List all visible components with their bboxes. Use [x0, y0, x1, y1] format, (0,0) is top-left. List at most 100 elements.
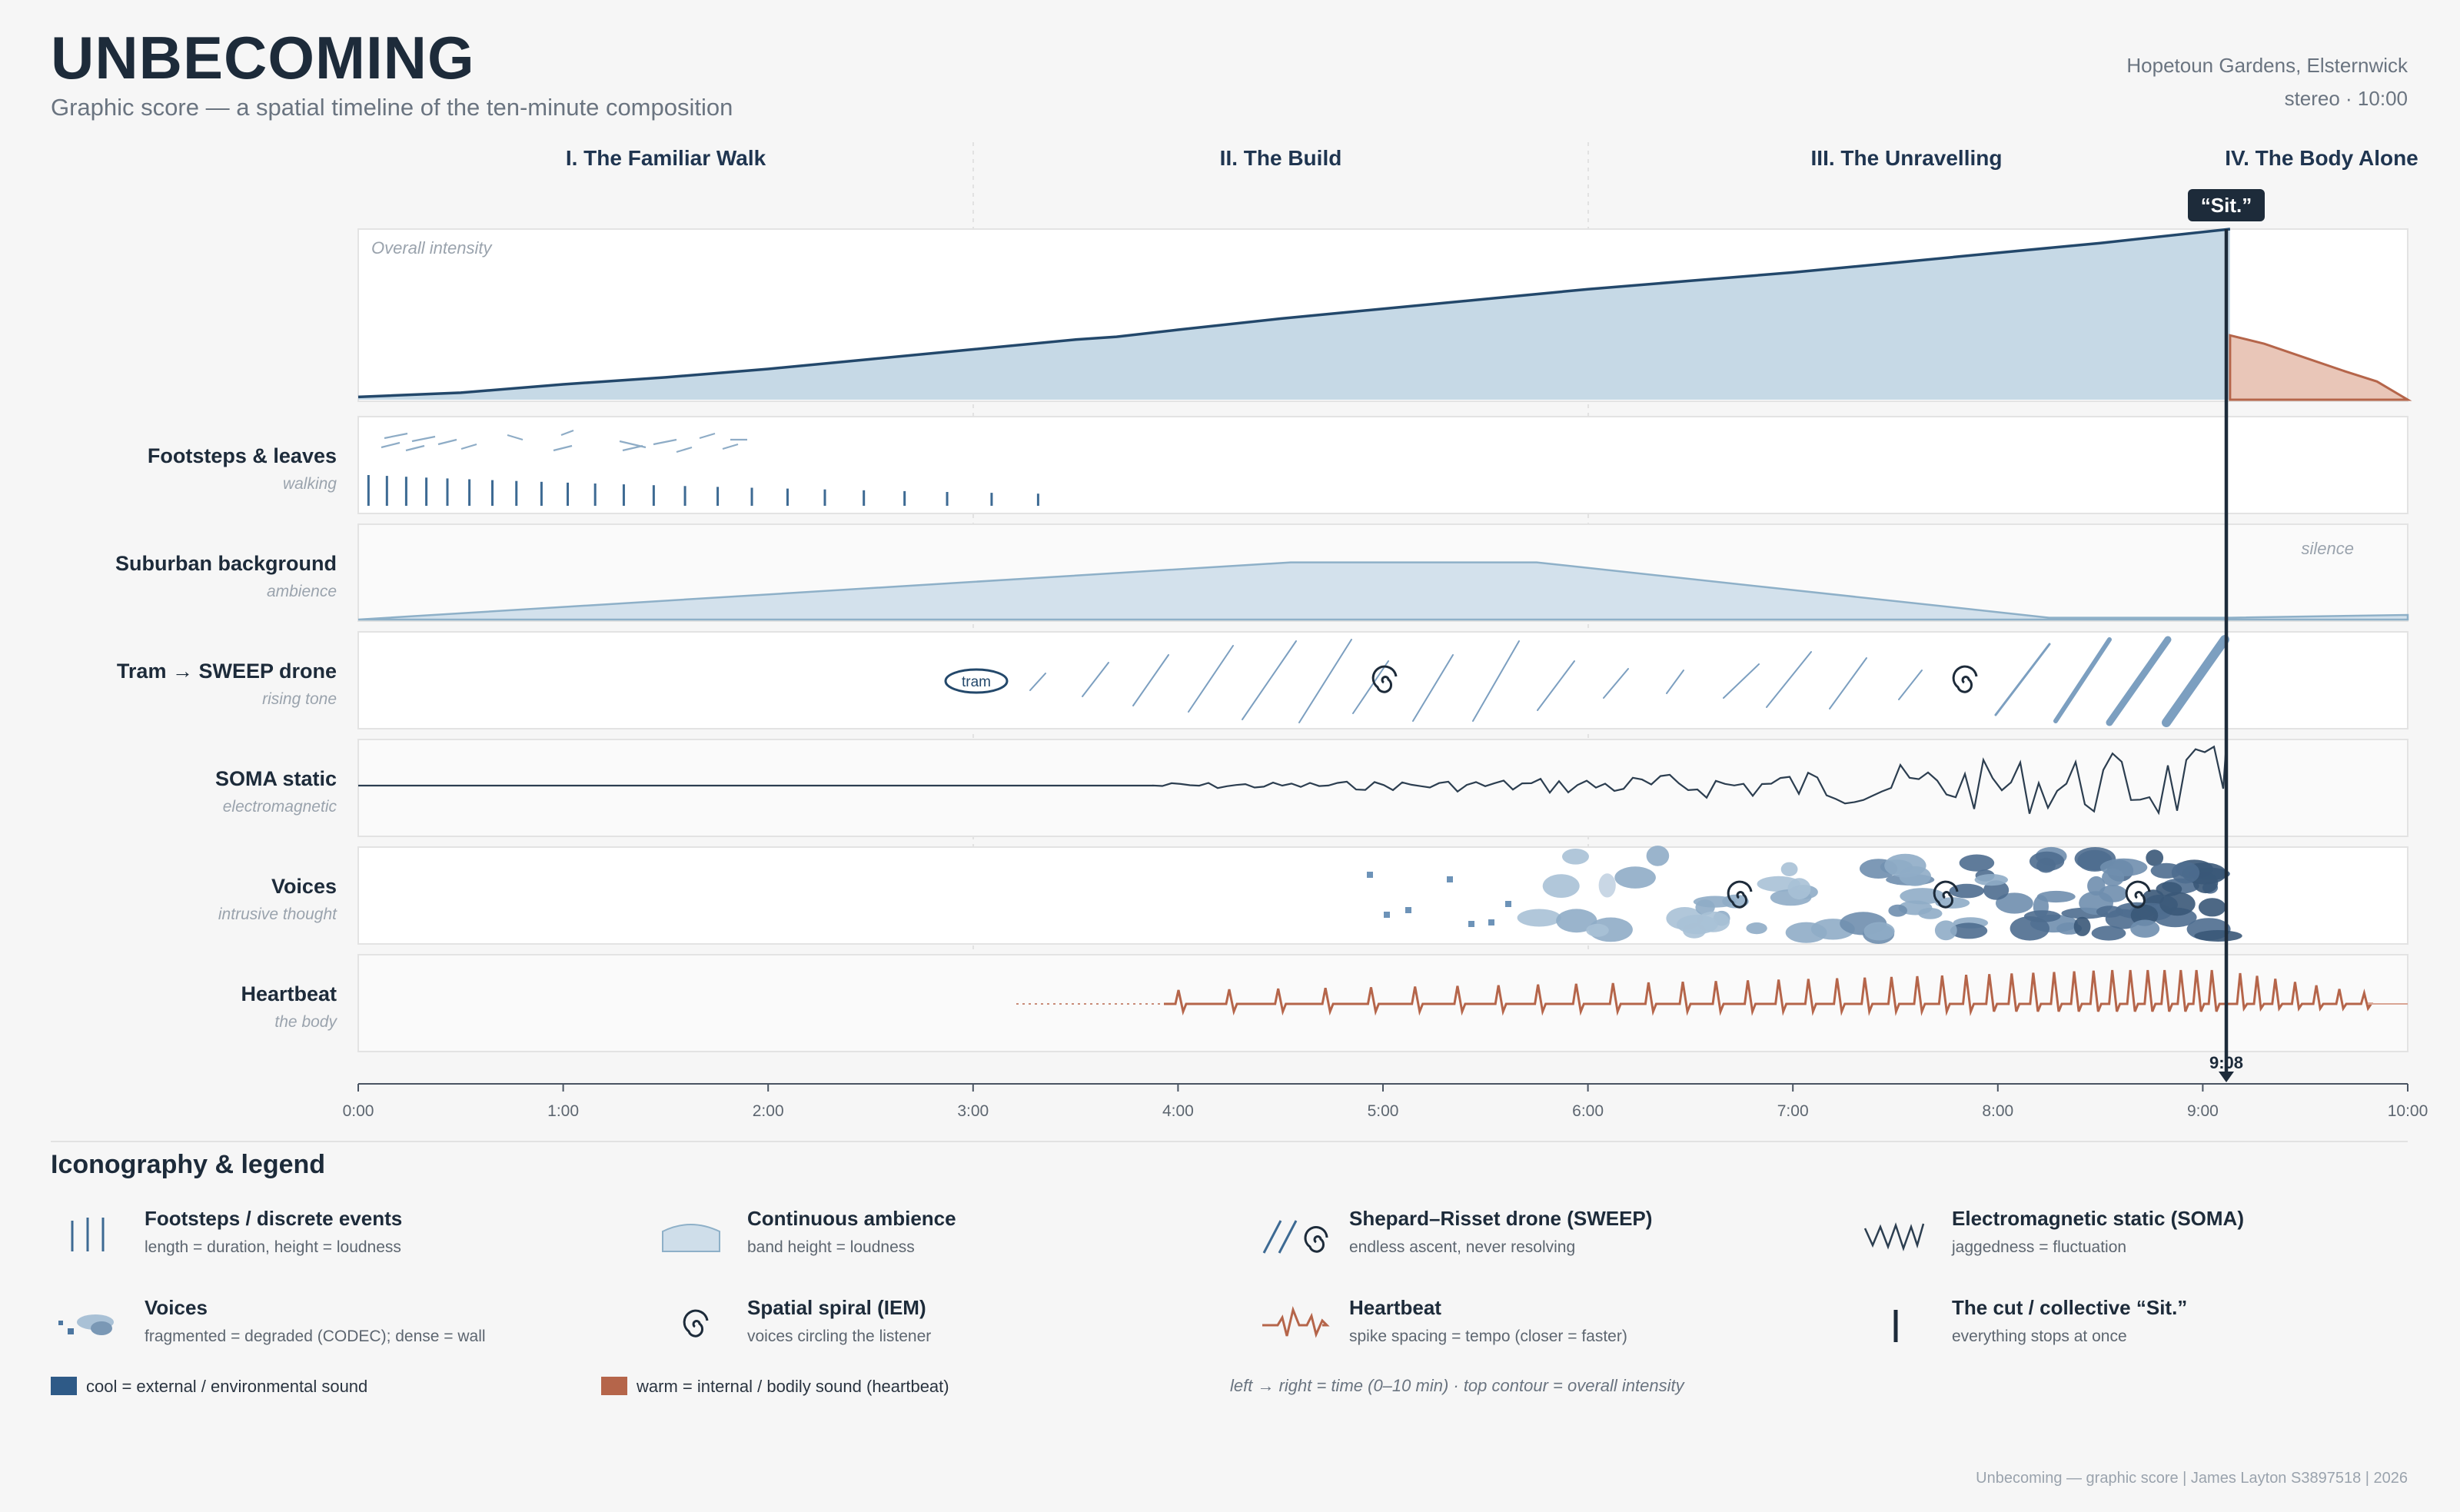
sweep-slash [1537, 660, 1575, 711]
lane-label-footsteps: Footsteps & leaves walking [148, 444, 337, 493]
warm-swatch-label: warm = internal / bodily sound (heartbea… [637, 1377, 949, 1396]
footsteps-icon [71, 1218, 105, 1251]
voices-icon [58, 1314, 114, 1335]
sweep-slash [1412, 654, 1454, 722]
legend-item-name: Footsteps / discrete events [145, 1207, 403, 1230]
sweep-slash [2106, 636, 2172, 726]
lane-name: Voices [271, 875, 337, 898]
lane-subtitle: walking [282, 475, 337, 493]
lane-subtitle: ambience [266, 583, 337, 600]
voice-blob [1780, 862, 1798, 877]
legend-item-cut: The cut / collective “Sit.” everything s… [1952, 1296, 2187, 1346]
legend-item-name: Electromagnetic static (SOMA) [1952, 1207, 2244, 1230]
silence-label: silence [2302, 539, 2354, 558]
lane-panel-tram [357, 631, 2408, 729]
leaf-mark [560, 429, 574, 437]
axis-tick-label: 7:00 [1777, 1102, 1809, 1120]
sweep-slash [1472, 640, 1520, 722]
voice-blob [1950, 922, 1988, 939]
legend-item-name: Continuous ambience [747, 1207, 956, 1230]
legend-item-name: The cut / collective “Sit.” [1952, 1296, 2188, 1319]
voice-blob [2143, 889, 2165, 906]
voice-blob [1996, 892, 2033, 914]
voice-blob [1646, 846, 1670, 866]
axis-tick-label: 9:00 [2187, 1102, 2219, 1120]
lane-panel-footsteps [357, 416, 2408, 514]
sweep-slash [1723, 663, 1760, 699]
static-icon [1863, 1222, 1925, 1251]
cut-marker-icon [2219, 1072, 2234, 1082]
sweep-slash [1298, 639, 1352, 723]
voice-blob [2023, 910, 2061, 922]
legend-item-footsteps: Footsteps / discrete events length = dur… [145, 1207, 402, 1257]
axis-tick-label: 0:00 [343, 1102, 374, 1120]
sweep-spirals [1371, 665, 1978, 693]
voice-blob [1899, 866, 1931, 886]
legend-item-sweep: Shepard–Risset drone (SWEEP) endless asc… [1349, 1207, 1652, 1257]
voice-blob [1556, 909, 1597, 933]
voice-blob [2029, 851, 2065, 872]
leaf-marks [381, 429, 747, 454]
intensity-area [358, 229, 2230, 400]
voice-blob [1959, 854, 1995, 872]
voice-fragment [1367, 872, 1373, 878]
cool-swatch-label: cool = external / environmental sound [86, 1377, 368, 1396]
intensity-fade-area [2229, 334, 2412, 401]
ambience-band [357, 561, 2409, 621]
voice-blob [1918, 908, 1943, 919]
legend-item-desc: length = duration, height = loudness [145, 1238, 401, 1256]
voice-blob [2171, 862, 2200, 884]
sweep-slash [1603, 668, 1629, 699]
axis-tick-label: 2:00 [753, 1102, 784, 1120]
leaf-mark [622, 444, 643, 452]
lane-name: Tram → SWEEP drone [116, 660, 337, 683]
soma-static-line [358, 743, 2228, 816]
legend-item-name: Voices [145, 1296, 208, 1319]
sweep-slash [1132, 654, 1169, 706]
axis-caption: left → right = time (0–10 min) · top con… [1230, 1376, 1684, 1395]
legend-item-desc: fragmented = degraded (CODEC); dense = w… [145, 1328, 486, 1345]
voice-blob [1696, 911, 1730, 932]
cut-time-label: 9:08 [2209, 1053, 2243, 1072]
legend-divider [51, 1141, 2408, 1142]
lane-subtitle: intrusive thought [218, 906, 337, 923]
lane-subtitle: electromagnetic [222, 798, 337, 816]
lane-label-heartbeat: Heartbeat the body [241, 982, 337, 1032]
voice-blob [1598, 873, 1616, 898]
leaf-mark [437, 438, 457, 446]
spiral-icon [2125, 880, 2151, 909]
leaf-mark [676, 446, 693, 454]
sweep-slashes [1029, 635, 2229, 727]
voice-blob [2099, 885, 2128, 902]
voice-blob [1693, 896, 1737, 908]
axis-tick-label: 8:00 [1982, 1102, 2013, 1120]
legend-item-name: Shepard–Risset drone (SWEEP) [1349, 1207, 1653, 1230]
sweep-slash [1766, 651, 1812, 708]
voice-blob [2146, 849, 2164, 866]
voice-blob [1787, 878, 1811, 900]
voice-blob [1888, 904, 1907, 917]
sweep-slash [2053, 637, 2112, 723]
voice-blob [2099, 858, 2148, 876]
sweep-slash [1082, 662, 1109, 697]
footstep-marks [367, 475, 1039, 506]
axis-tick-label: 10:00 [2388, 1102, 2428, 1120]
intensity-label: Overall intensity [371, 238, 494, 258]
heartbeat-line [1164, 969, 2374, 1016]
voice-blob [1746, 922, 1767, 935]
lane-label-voices: Voices intrusive thought [218, 875, 337, 924]
voice-fragment [1488, 919, 1494, 925]
legend-item-desc: endless ascent, never resolving [1349, 1238, 1576, 1256]
axis-tick-label: 5:00 [1368, 1102, 1399, 1120]
cut-callout: “Sit.” [2188, 189, 2265, 221]
leaf-mark [722, 443, 739, 450]
voice-blob [2010, 916, 2049, 941]
warm-swatch [601, 1377, 627, 1395]
leaf-mark [507, 434, 524, 441]
sweep-slash [1898, 670, 1923, 700]
legend-item-desc: band height = loudness [747, 1238, 915, 1256]
axis-tick-label: 6:00 [1572, 1102, 1604, 1120]
legend-item-name: Heartbeat [1349, 1296, 1441, 1319]
sweep-slash [1029, 673, 1046, 691]
tram-label: tram [962, 674, 991, 690]
